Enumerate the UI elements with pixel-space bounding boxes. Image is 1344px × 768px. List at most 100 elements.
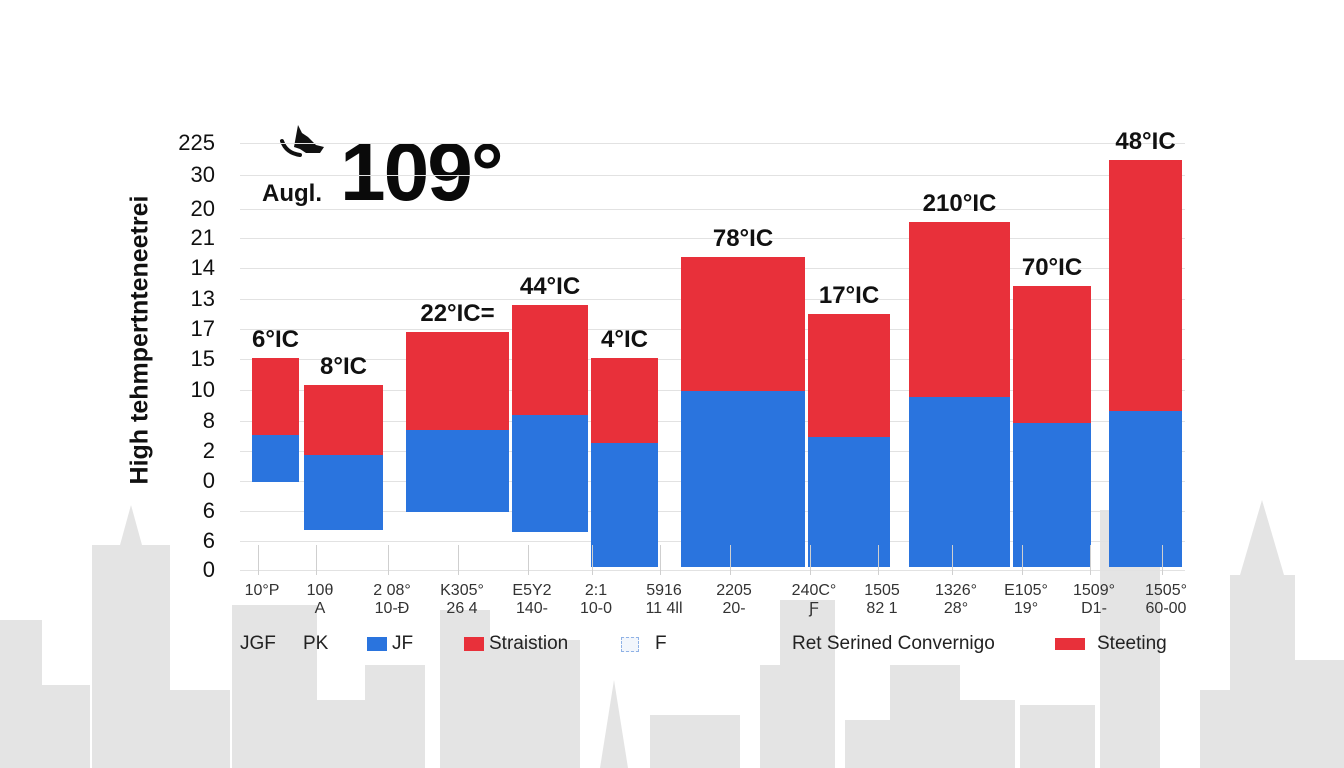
bar-segment-red[interactable] [808, 314, 890, 437]
x-tick-label-line2: 140- [515, 600, 549, 617]
bar-segment-blue[interactable] [512, 415, 588, 532]
bar-segment-blue[interactable] [808, 437, 890, 567]
x-tick-label-line1: E105° [1004, 582, 1048, 599]
bar-segment-red[interactable] [1013, 286, 1091, 423]
legend-item[interactable]: Ret Serined Convernigo [792, 633, 995, 655]
legend-swatch-red [1055, 638, 1085, 650]
x-tick-label-line1: 1505 [864, 582, 900, 599]
stacked-bar[interactable] [512, 305, 588, 532]
x-tick-label: 2205 20- [716, 582, 752, 618]
y-tick-label: 21 [190, 225, 215, 250]
x-tick-mark [458, 545, 459, 575]
bar-segment-blue[interactable] [1013, 423, 1091, 567]
bar-segment-red[interactable] [406, 332, 509, 430]
bar-value-label: 70°IC [1021, 254, 1083, 281]
x-tick-label-line2: 11 4ll [645, 600, 683, 617]
legend-label: Ret Serined Convernigo [792, 633, 995, 654]
bar-value-label: 17°IC [818, 282, 880, 309]
x-tick-mark [1022, 545, 1023, 575]
legend-item[interactable]: Steeting [1055, 633, 1167, 655]
x-tick-label-line1: E5Y2 [512, 582, 552, 599]
bar-value-label: 8°IC [320, 353, 367, 380]
x-tick-mark [730, 545, 731, 575]
x-tick-label-line1: 10θ [306, 582, 334, 599]
bar-value-label: 6°IC [252, 326, 299, 353]
stacked-bar[interactable] [1013, 286, 1091, 567]
bar-segment-red[interactable] [304, 385, 383, 455]
x-tick-mark [528, 545, 529, 575]
x-tick-label-line2: 28° [943, 600, 969, 617]
bar-segment-red[interactable] [909, 222, 1010, 397]
bar-segment-red[interactable] [591, 358, 658, 443]
stacked-bar[interactable] [808, 314, 890, 567]
y-tick-label: 20 [190, 196, 215, 221]
x-tick-mark [878, 545, 879, 575]
bar-segment-red[interactable] [252, 358, 299, 435]
x-tick-label: 10θ A [307, 582, 334, 618]
x-tick-mark [258, 545, 259, 575]
stacked-bar[interactable] [406, 332, 509, 512]
bar-segment-red[interactable] [681, 257, 805, 391]
x-tick-label: 10°P [245, 582, 280, 618]
legend-item[interactable]: JF [367, 633, 413, 655]
y-tick-label: 6 [202, 528, 215, 553]
x-tick-label-line2: 26 4 [446, 600, 478, 617]
y-tick-label: 15 [190, 346, 215, 371]
bar-segment-blue[interactable] [1109, 411, 1182, 567]
legend-swatch-red [464, 637, 484, 651]
bar-segment-blue[interactable] [909, 397, 1010, 567]
x-tick-mark [952, 545, 953, 575]
x-tick-label-line1: 240C° [791, 582, 837, 599]
x-tick-label: E105° 19° [1004, 582, 1048, 618]
x-tick-mark [810, 545, 811, 575]
stacked-bar[interactable] [1109, 160, 1182, 567]
y-tick-label: 225 [178, 130, 215, 155]
stacked-bar[interactable] [304, 385, 383, 530]
bar-value-label: 78°IC [712, 225, 774, 252]
x-tick-label: 1505° 60-00 [1145, 582, 1187, 618]
legend-label: JF [392, 633, 414, 654]
stacked-bar[interactable] [681, 257, 805, 567]
x-tick-label: E5Y2 140- [512, 582, 551, 618]
x-tick-label-line1: K305° [440, 582, 484, 599]
bar-segment-blue[interactable] [406, 430, 509, 512]
stacked-bar[interactable] [909, 222, 1010, 567]
headline-value: 109° [340, 127, 504, 218]
legend-item[interactable]: PK [303, 633, 328, 655]
y-tick-label: 2 [202, 438, 215, 463]
x-tick-label-line1: 2:1 [584, 582, 608, 599]
bar-segment-red[interactable] [1109, 160, 1182, 411]
legend-item[interactable]: Straistion [464, 633, 568, 655]
bar-segment-blue[interactable] [591, 443, 658, 567]
x-tick-mark [316, 545, 317, 575]
y-tick-label: 0 [202, 557, 215, 582]
x-tick-mark [660, 545, 661, 575]
bar-segment-blue[interactable] [304, 455, 383, 530]
x-tick-label-line2 [245, 600, 280, 618]
gridline [240, 238, 1185, 239]
legend-item[interactable]: F [621, 633, 667, 655]
x-tick-label-line2: A [314, 600, 326, 617]
y-tick-label: 30 [190, 162, 215, 187]
x-tick-label-line2: 20- [722, 600, 746, 617]
stacked-bar[interactable] [252, 358, 299, 482]
gridline [240, 570, 1185, 571]
bar-value-label: 4°IC [601, 326, 648, 353]
y-tick-label: 14 [190, 255, 215, 280]
stacked-bar[interactable] [591, 358, 658, 567]
gridline [240, 209, 1185, 210]
bar-segment-red[interactable] [512, 305, 588, 415]
legend-item[interactable]: JGF [240, 633, 276, 655]
x-tick-mark [1090, 545, 1091, 575]
bar-segment-blue[interactable] [252, 435, 299, 482]
x-tick-label-line1: 1326° [935, 582, 977, 599]
x-tick-label-line2: 10-Ɖ [374, 600, 410, 617]
legend-label: Steeting [1097, 633, 1167, 654]
y-tick-label: 13 [190, 286, 215, 311]
legend-label: Straistion [489, 633, 569, 654]
bar-segment-blue[interactable] [681, 391, 805, 567]
subhead-label: Augl. [262, 180, 322, 207]
legend-label: JGF [240, 633, 276, 654]
